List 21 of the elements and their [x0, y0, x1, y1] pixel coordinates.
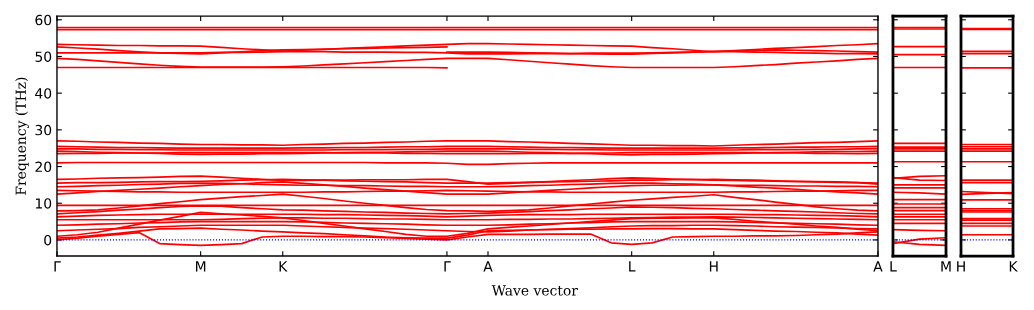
y-tick-label: 40: [35, 88, 52, 99]
y-tick-label: 20: [35, 161, 52, 173]
x-axis-title: Wave vector: [491, 285, 578, 296]
x-tick-label: A: [873, 261, 883, 272]
x-tick-label: M: [941, 261, 951, 272]
y-tick-label: 0: [44, 234, 52, 246]
y-tick-label: 60: [35, 14, 52, 26]
x-tick-label: L: [629, 261, 636, 272]
y-axis-title: Frequency (THz): [15, 77, 29, 195]
x-tick-label: H: [957, 261, 965, 272]
x-tick-label: K: [1009, 261, 1018, 272]
x-tick-label: K: [279, 261, 288, 272]
x-tick-label: M: [196, 261, 206, 272]
x-tick-label: L: [890, 261, 897, 272]
x-tick-label: Γ: [444, 261, 451, 272]
x-tick-label: Γ: [54, 261, 61, 272]
y-tick-label: 30: [35, 124, 52, 136]
y-tick-label: 10: [35, 198, 52, 209]
y-tick-label: 50: [35, 51, 52, 62]
x-tick-label: A: [483, 261, 493, 272]
x-tick-label: H: [709, 261, 718, 272]
